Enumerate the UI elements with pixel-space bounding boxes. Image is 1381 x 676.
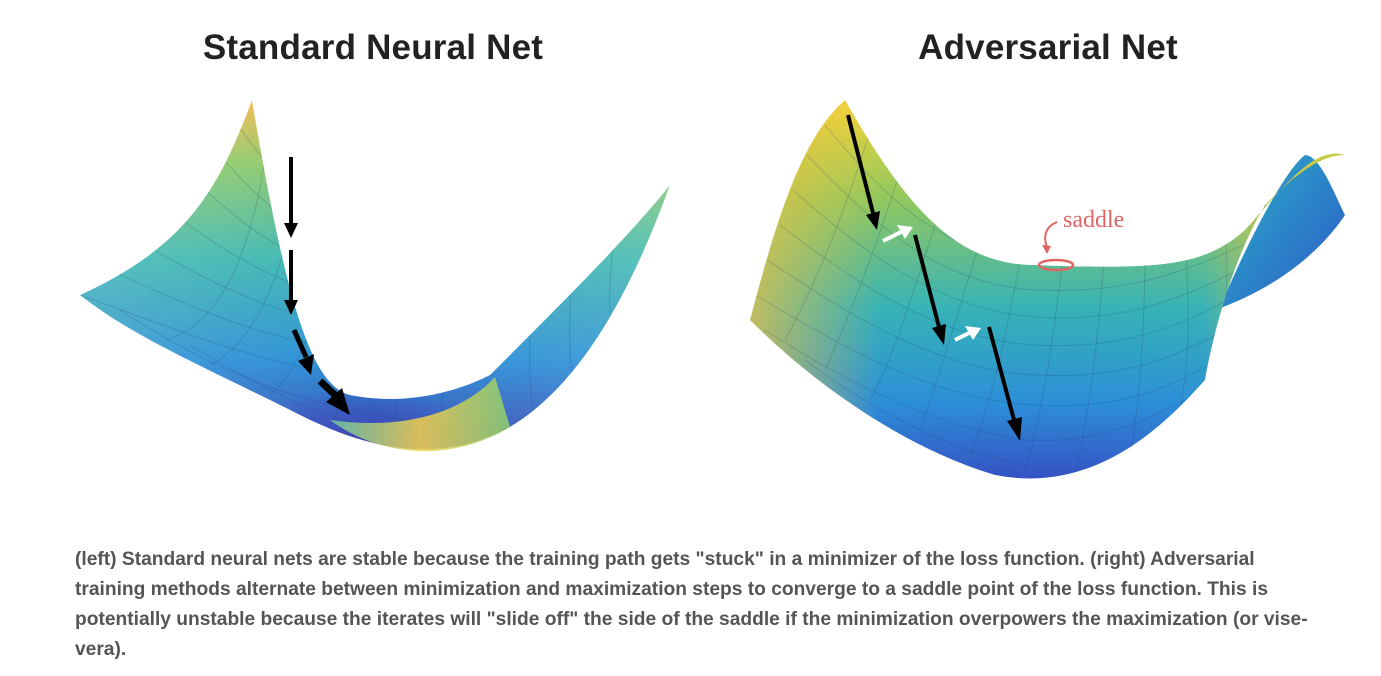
- title-adversarial-net: Adversarial Net: [918, 28, 1178, 67]
- saddle-label: saddle: [1063, 207, 1124, 233]
- arrow-down-icon: [291, 328, 314, 375]
- saddle-point-marker: [1037, 258, 1075, 272]
- descent-path: [284, 157, 350, 415]
- arrow-down-icon: [284, 250, 298, 315]
- arrow-down-icon: [284, 157, 298, 238]
- arrow-down-icon: [317, 378, 350, 415]
- title-standard-neural-net: Standard Neural Net: [202, 28, 544, 67]
- arrow-down-icon: [913, 234, 946, 345]
- curved-arrow-icon: [1044, 221, 1058, 248]
- adversarial-path: [846, 114, 1022, 441]
- convex-loss-surface: [80, 100, 670, 452]
- saddle-loss-surface: saddle: [750, 100, 1345, 479]
- arrow-right-icon: [882, 225, 913, 243]
- arrow-down-icon: [846, 114, 880, 230]
- figure-caption: (left) Standard neural nets are stable b…: [75, 549, 1308, 660]
- arrow-right-icon: [954, 326, 981, 342]
- arrow-down-icon: [987, 326, 1022, 441]
- saddle-annotation: saddle: [1037, 207, 1124, 272]
